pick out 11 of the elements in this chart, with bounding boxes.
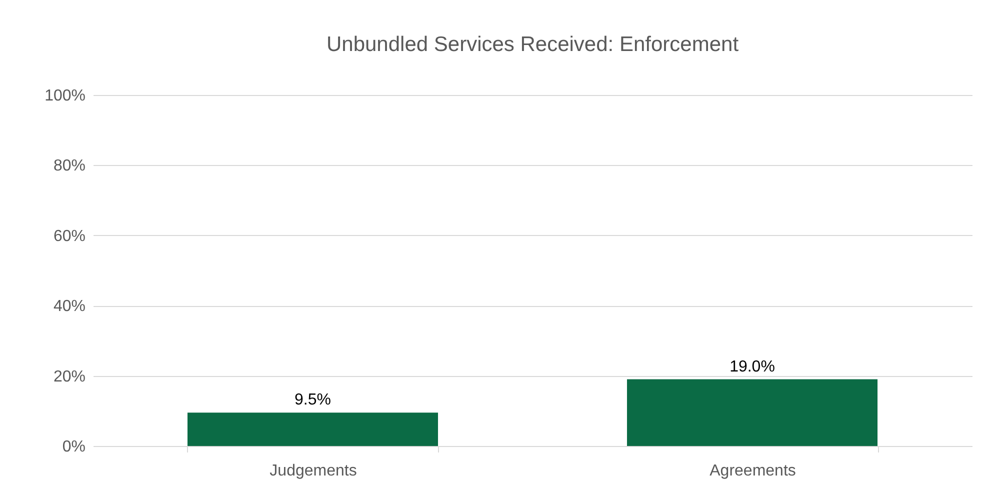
y-tick-label: 20% — [53, 368, 86, 386]
y-tick-label: 40% — [53, 298, 86, 316]
data-label: 9.5% — [294, 392, 331, 409]
data-label: 19.0% — [730, 358, 775, 376]
y-tick-label: 80% — [53, 158, 86, 175]
chart-title: Unbundled Services Received: Enforcement — [326, 33, 739, 56]
y-tick-label: 60% — [53, 228, 86, 245]
x-tick-label: Agreements — [710, 462, 796, 480]
x-tick-label: Judgements — [270, 462, 357, 480]
y-tick-label: 0% — [62, 438, 86, 456]
y-tick-label: 100% — [44, 88, 86, 104]
